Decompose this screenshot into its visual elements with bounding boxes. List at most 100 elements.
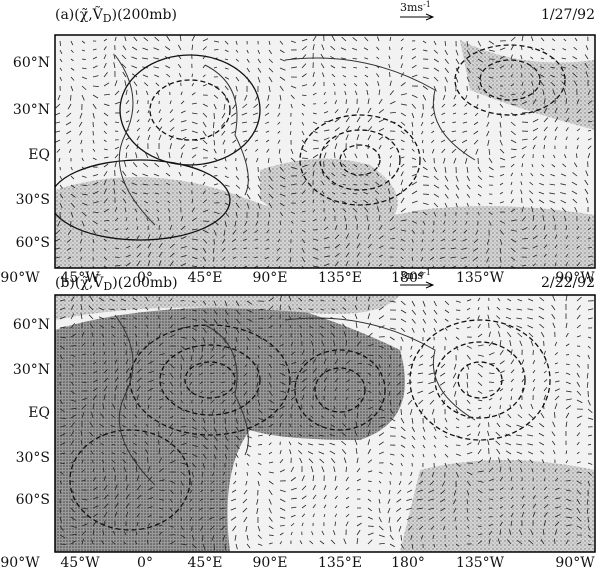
wind-vector bbox=[561, 207, 567, 213]
wind-vector bbox=[70, 399, 77, 402]
wind-vector bbox=[125, 110, 130, 114]
wind-vector bbox=[202, 148, 209, 152]
wind-vector bbox=[389, 408, 394, 415]
wind-vector bbox=[180, 516, 183, 521]
wind-vector bbox=[290, 497, 297, 500]
wind-vector bbox=[202, 121, 207, 128]
wind-vector bbox=[573, 80, 578, 87]
wind-vector bbox=[507, 458, 512, 464]
wind-vector bbox=[200, 480, 204, 485]
wind-vector bbox=[277, 121, 281, 125]
wind-vector bbox=[532, 503, 537, 509]
wind-vector bbox=[473, 139, 479, 145]
wind-vector bbox=[543, 234, 548, 240]
wind-vector bbox=[521, 487, 524, 491]
wind-vector bbox=[312, 358, 316, 365]
wind-vector bbox=[444, 444, 449, 448]
wind-vector bbox=[389, 345, 393, 351]
wind-vector bbox=[354, 430, 358, 437]
wind-vector bbox=[539, 74, 545, 78]
wind-vector bbox=[244, 148, 248, 152]
wind-vector bbox=[276, 256, 281, 261]
wind-vector bbox=[565, 450, 568, 455]
wind-vector bbox=[440, 489, 446, 495]
wind-vector bbox=[439, 256, 446, 259]
wind-vector bbox=[345, 117, 350, 123]
wind-vector bbox=[242, 498, 248, 504]
wind-vector bbox=[342, 192, 347, 195]
wind-vector bbox=[367, 304, 370, 311]
wind-vector bbox=[318, 451, 325, 455]
wind-vector bbox=[510, 172, 514, 177]
wind-vector bbox=[452, 498, 457, 505]
wind-vector bbox=[136, 260, 141, 267]
wind-vector bbox=[400, 130, 405, 135]
wind-vector bbox=[587, 255, 593, 258]
wind-vector bbox=[587, 237, 592, 240]
wind-vector bbox=[59, 516, 62, 523]
wind-vector bbox=[499, 506, 504, 509]
wind-vector bbox=[487, 112, 490, 118]
wind-vector bbox=[268, 408, 275, 411]
wind-vector bbox=[158, 457, 163, 464]
wind-vector bbox=[422, 157, 426, 163]
wind-vector bbox=[444, 202, 448, 208]
wind-vector bbox=[420, 408, 424, 415]
wind-vector bbox=[202, 130, 207, 137]
wind-vector bbox=[565, 524, 572, 527]
wind-vector bbox=[529, 198, 534, 204]
wind-vector bbox=[587, 153, 591, 159]
wind-vector bbox=[70, 421, 75, 428]
wind-vector bbox=[400, 188, 404, 195]
wind-vector bbox=[256, 507, 259, 514]
wind-vector bbox=[450, 247, 457, 250]
wind-vector bbox=[453, 507, 457, 513]
wind-vector bbox=[299, 414, 303, 419]
wind-vector bbox=[191, 327, 198, 331]
wind-vector bbox=[477, 448, 482, 455]
wind-vector bbox=[180, 120, 187, 123]
wind-vector bbox=[103, 179, 107, 186]
wind-vector bbox=[433, 67, 440, 72]
wind-vector bbox=[497, 297, 501, 302]
wind-vector bbox=[125, 144, 130, 150]
wind-vector bbox=[488, 538, 491, 545]
title-suffix: )(200mb) bbox=[112, 275, 177, 291]
wind-vector bbox=[268, 399, 275, 404]
wind-vector bbox=[268, 315, 273, 320]
vector-scale-label: 3ms-1 bbox=[400, 0, 431, 14]
wind-vector bbox=[565, 381, 571, 385]
wind-vector bbox=[466, 451, 473, 455]
lon-label: 135°E bbox=[318, 555, 362, 571]
wind-vector bbox=[531, 81, 534, 87]
wind-vector bbox=[323, 137, 330, 141]
wind-vector bbox=[230, 507, 237, 511]
wind-vector bbox=[191, 444, 198, 448]
wind-vector bbox=[496, 306, 501, 311]
wind-vector bbox=[180, 308, 185, 311]
wind-vector bbox=[330, 458, 336, 464]
wind-vector bbox=[147, 514, 152, 518]
wind-vector bbox=[99, 324, 105, 329]
wind-vector bbox=[253, 103, 259, 108]
wind-vector bbox=[323, 367, 328, 374]
wind-vector bbox=[510, 359, 515, 365]
wind-vector bbox=[345, 349, 350, 356]
wind-vector bbox=[92, 371, 98, 374]
wind-vector bbox=[411, 238, 414, 243]
wind-vector bbox=[455, 327, 460, 330]
wind-vector bbox=[309, 298, 314, 302]
wind-vector bbox=[180, 399, 183, 404]
contour bbox=[409, 319, 551, 441]
wind-vector bbox=[135, 152, 138, 159]
wind-vector bbox=[103, 188, 107, 195]
wind-vector bbox=[81, 220, 85, 227]
wind-vector bbox=[169, 126, 175, 132]
wind-vector bbox=[331, 308, 336, 311]
title-suffix: )(200mb) bbox=[112, 7, 177, 23]
wind-vector bbox=[551, 164, 556, 168]
wind-vector bbox=[466, 525, 470, 529]
wind-vector bbox=[527, 317, 534, 320]
wind-vector bbox=[331, 73, 336, 78]
wind-vector bbox=[289, 121, 292, 126]
